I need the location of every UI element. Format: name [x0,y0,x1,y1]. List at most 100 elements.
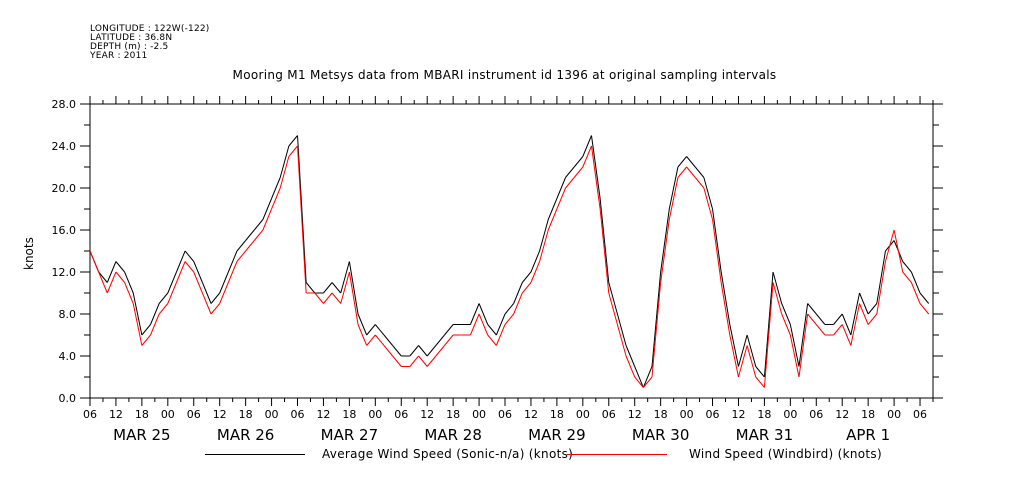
series-1-segment [573,166,584,178]
series-1-segment [807,313,817,325]
y-tick-label: 0.0 [59,392,77,405]
series-0-segment [219,271,229,294]
x-hour-label: 06 [809,408,823,421]
series-1-segment [245,240,255,252]
series-1-segment [504,313,515,325]
x-day-label: MAR 27 [321,426,378,444]
series-1-segment [227,261,238,283]
series-0-segment [348,261,359,315]
series-0-segment [910,271,921,294]
series-1-segment [841,324,852,346]
x-hour-label: 00 [472,408,486,421]
series-0-segment [686,156,696,168]
series-1-segment [910,282,921,304]
y-tick-label: 24.0 [52,140,77,153]
series-1-segment [798,313,809,378]
series-0-segment [720,271,731,325]
x-hour-label: 06 [498,408,512,421]
series-1-segment [158,303,169,315]
series-0-segment [124,271,134,294]
series-1-segment [599,208,610,294]
series-1-segment [89,250,100,273]
series-0-segment [288,135,298,147]
x-hour-label: 00 [783,408,797,421]
series-1-segment [331,292,342,304]
chart-title: Mooring M1 Metsys data from MBARI instru… [232,68,777,82]
x-hour-label: 00 [680,408,694,421]
series-0-segment [167,271,177,294]
x-hour-label: 06 [187,408,201,421]
series-1-segment [893,229,904,273]
series-1-segment [279,156,290,189]
series-0-segment [383,334,394,346]
series-1-segment [469,313,480,336]
series-1-segment [677,166,687,178]
series-0-segment [919,292,930,304]
x-hour-label: 18 [757,408,771,421]
series-0-segment [547,198,558,220]
series-0-segment [253,219,264,231]
series-0-segment [616,313,627,346]
x-hour-label: 06 [83,408,97,421]
series-0-segment [435,334,445,346]
series-0-segment [755,366,765,378]
series-1-segment [867,313,878,325]
x-hour-label: 00 [161,408,175,421]
series-1-segment [167,282,177,304]
series-1-segment [746,345,757,378]
legend-swatch-windbird [567,454,667,455]
series-0-segment [504,303,515,315]
series-1-segment [815,324,826,336]
series-1-segment [668,177,679,220]
series-1-segment [374,334,385,346]
year-label: YEAR : 2011 [90,51,148,61]
x-day-label: MAR 28 [424,426,481,444]
series-1-segment [297,145,307,294]
series-0-segment [798,303,809,367]
x-hour-label: 18 [135,408,149,421]
series-1-segment [876,261,886,315]
x-hour-label: 06 [602,408,616,421]
series-0-segment [815,313,826,325]
series-0-segment [651,271,662,367]
series-1-segment [642,376,653,388]
series-1-segment [271,187,281,210]
series-1-segment [124,282,134,304]
series-1-segment [884,229,895,262]
series-0-segment [262,198,273,220]
series-1-segment [833,324,843,336]
series-0-segment [582,135,592,157]
series-0-segment [660,208,670,273]
series-1-segment [115,271,125,283]
series-0-segment [357,313,368,336]
series-1-segment [608,292,618,325]
series-0-segment [392,345,402,357]
y-tick-label: 4.0 [59,350,77,363]
series-1-segment [616,324,627,357]
series-0-segment [841,313,852,336]
series-1-segment [660,219,670,283]
series-0-segment [556,177,567,199]
series-0-segment [236,240,247,252]
series-1-segment [582,145,592,168]
series-0-segment [271,177,281,199]
x-day-label: MAR 31 [736,426,793,444]
series-0-segment [521,271,532,283]
series-0-segment [807,303,817,315]
series-0-segment [608,282,618,315]
series-1-segment [288,145,298,157]
series-1-segment [686,166,696,178]
series-1-segment [530,261,541,283]
series-1-segment [193,271,203,294]
x-hour-label: 12 [109,408,123,421]
x-hour-label: 00 [887,408,901,421]
series-0-segment [573,156,584,168]
x-hour-label: 06 [913,408,927,421]
series-1-segment [634,376,644,388]
series-1-segment [737,345,748,378]
series-1-segment [219,282,229,304]
x-hour-label: 18 [446,408,460,421]
series-0-segment [737,334,748,367]
series-0-segment [590,135,601,199]
